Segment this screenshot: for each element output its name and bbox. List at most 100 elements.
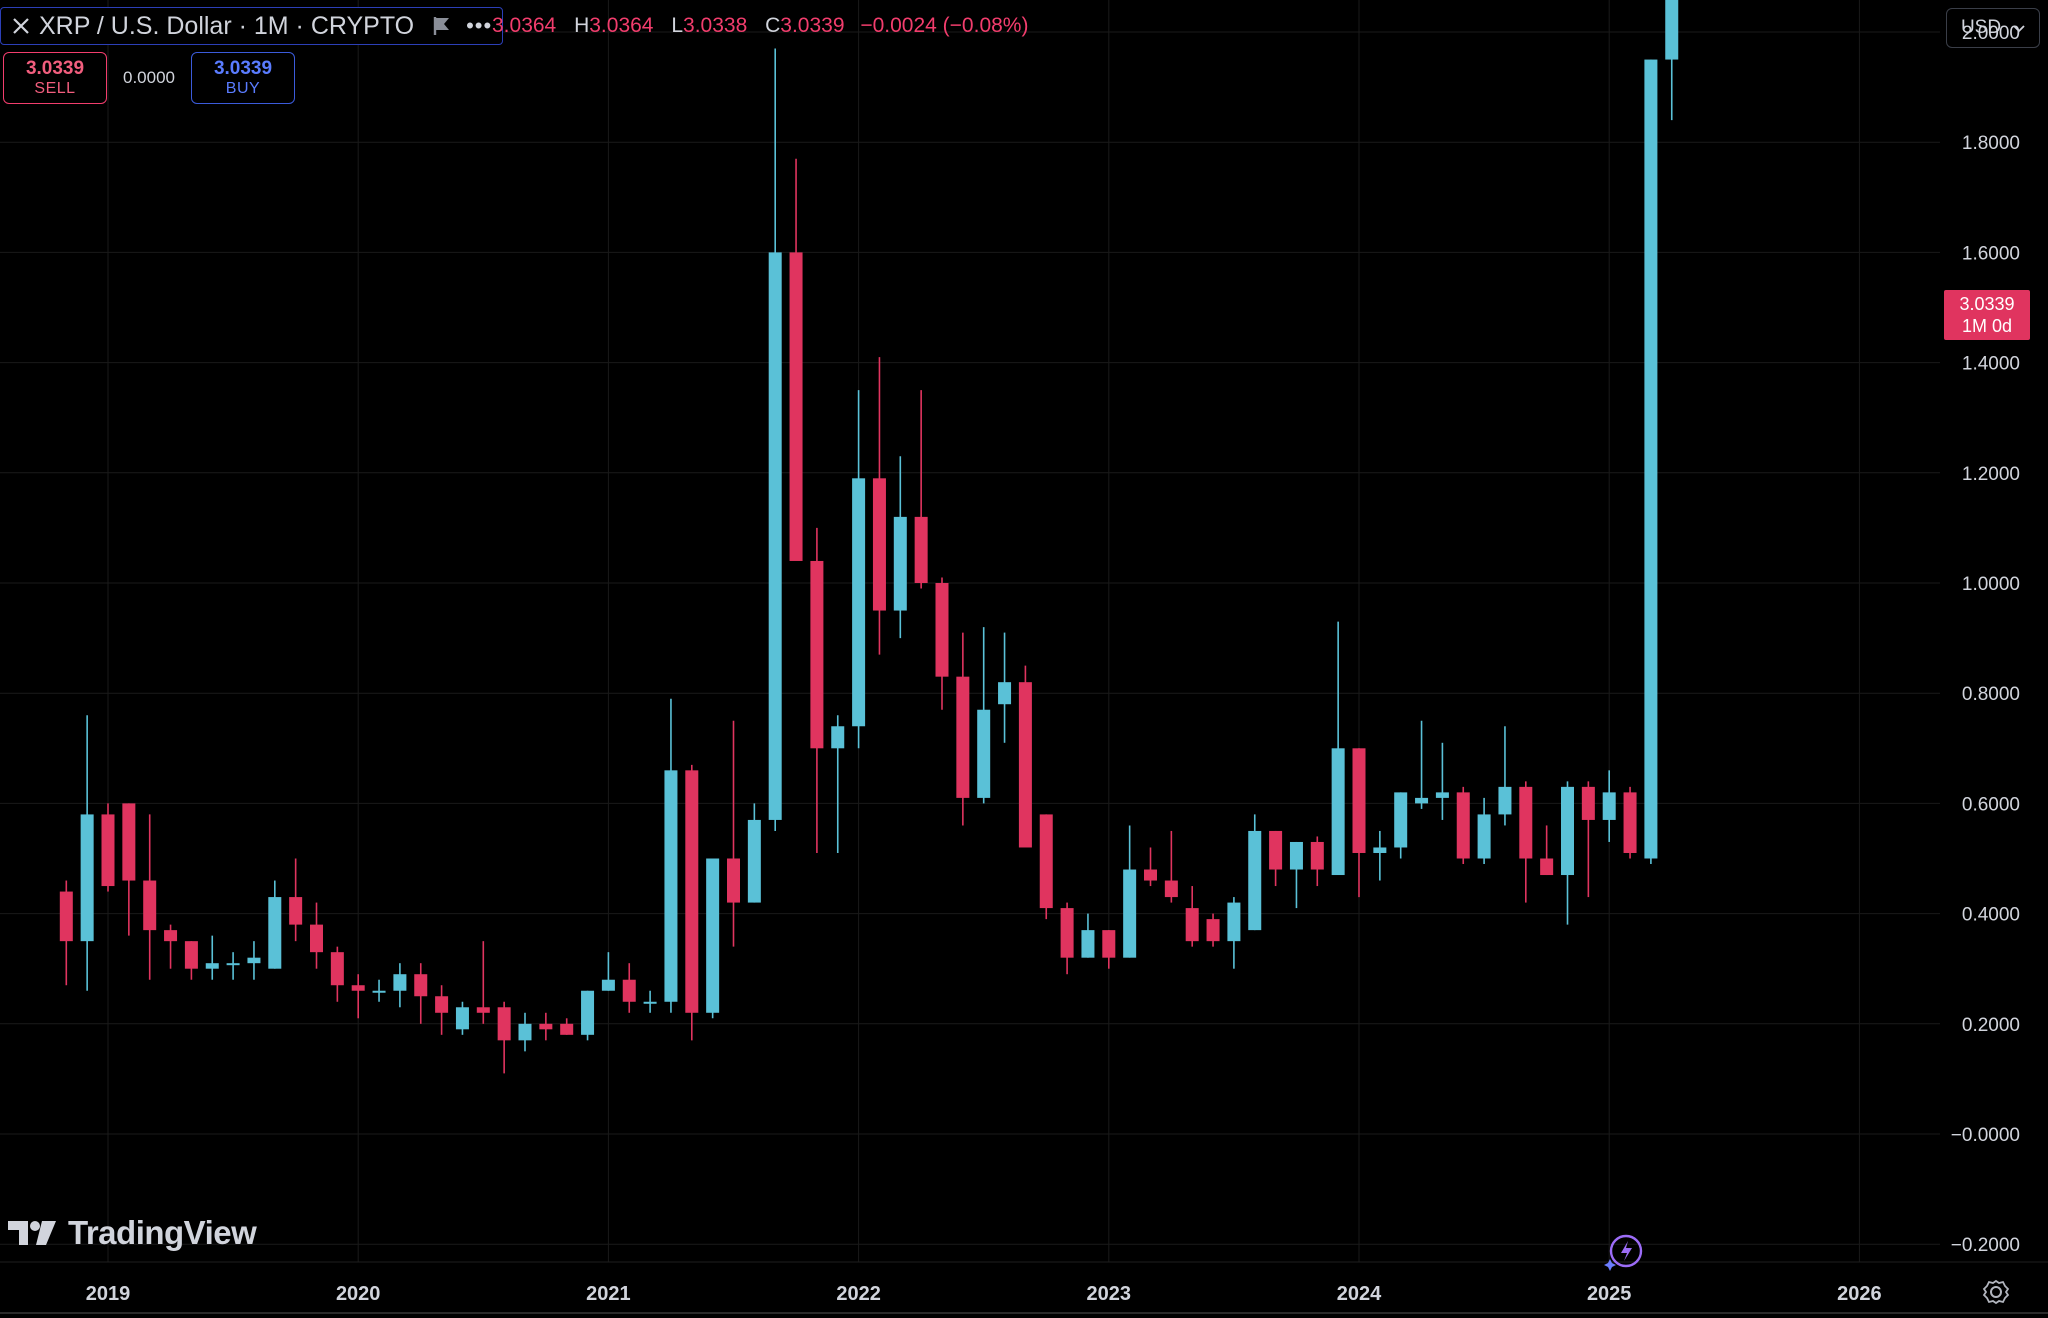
candles [59,0,1679,1074]
candle [1039,814,1053,920]
price-tick-label: 2.0000 [1962,23,2020,44]
candle-body [122,803,136,881]
candle [977,627,991,804]
candle-body [518,1023,532,1041]
candle [205,935,219,980]
price-tick-label: −0.0000 [1951,1125,2020,1146]
candle [1456,786,1470,865]
candle [893,456,907,639]
candle-body [872,478,886,611]
candle-body [1477,814,1491,859]
candle [1248,814,1262,931]
candle-body [1227,902,1241,942]
sell-price: 3.0339 [25,58,85,79]
candle [393,963,407,1008]
candle-body [581,990,595,1035]
candle-body [747,819,761,903]
candle [476,941,490,1024]
candle-body [351,985,365,991]
bar-countdown: 1M 0d [1961,316,2013,336]
candle-body [1581,786,1595,820]
candle-body [1289,841,1303,870]
chart-legend-bar: XRP / U.S. Dollar · 1M · CRYPTO ••• [0,6,504,46]
candle [727,720,740,947]
candle [1227,897,1241,969]
candle [351,974,365,1019]
candle [455,1001,469,1035]
currency-selector[interactable]: USD [1946,8,2040,48]
candle [1352,748,1366,898]
time-tick-label: 2024 [1337,1283,1382,1305]
tradingview-logo-icon [8,1221,56,1245]
candle-body [414,974,428,997]
candle-body [956,676,970,798]
candle-body [893,516,907,611]
candle [1394,792,1408,859]
candle-body [1602,792,1616,820]
candle-body [101,814,115,887]
candle [789,158,803,561]
candle [831,715,845,853]
candle-body [268,897,282,969]
spread-value: 0.0000 [123,68,175,87]
more-options-icon[interactable]: ••• [466,13,493,38]
time-tick-label: 2025 [1587,1283,1632,1305]
symbol-title-box[interactable]: XRP / U.S. Dollar · 1M · CRYPTO ••• [0,7,504,45]
candle [1185,886,1199,947]
candle [1331,621,1345,876]
candle [1498,726,1512,826]
candle-body [1373,847,1387,853]
candle-body [1310,841,1324,870]
candle [1435,742,1449,820]
time-axis[interactable]: 2019 2020 2021 2022 2023 2024 2025 2026 [0,1261,2048,1314]
chevron-down-icon [2013,17,2025,39]
buy-button[interactable]: 3.0339 BUY [191,52,295,104]
candle-body [330,952,344,986]
candle-body [560,1023,574,1035]
time-tick-label: 2023 [1087,1283,1132,1305]
candle [164,924,178,969]
candle [435,985,449,1035]
flag-icon[interactable] [432,14,456,38]
price-axis[interactable]: 3.80003.60003.40003.20003.00002.80002.60… [1951,0,2020,1318]
candle-body [1540,858,1554,876]
close-icon[interactable] [7,12,35,40]
candle-body [914,516,928,583]
sell-button[interactable]: 3.0339 SELL [3,52,107,104]
currency-label: USD [1960,17,2002,38]
candle [1561,781,1574,925]
candle-body [539,1023,553,1030]
price-tick-label: 1.0000 [1962,574,2020,595]
candle-body [601,979,615,991]
candle-body [810,560,824,749]
candle-body [1498,786,1512,815]
candle [143,814,157,980]
candle-body [226,963,240,966]
tradingview-logo[interactable]: TradingView [8,1214,257,1252]
candle-body [1331,748,1345,876]
candle-body [768,252,782,820]
candle [581,990,595,1041]
candle-body [1060,908,1074,958]
candle-body [184,941,198,969]
symbol-title[interactable]: XRP / U.S. Dollar · 1M · CRYPTO [39,11,415,40]
candle-body [1394,792,1408,848]
candle-body [1185,908,1199,942]
candle [497,1001,511,1074]
candle-body [1102,930,1116,958]
candle [518,1012,532,1052]
candle [1623,786,1637,859]
candle [935,577,949,710]
candle [664,698,678,1013]
candle [1540,825,1554,876]
candle [330,946,344,1002]
candle-body [852,478,866,727]
candle [872,357,886,655]
settings-icon[interactable] [1982,1278,2010,1306]
lightning-icon[interactable] [1604,1230,1646,1272]
candle [852,390,866,749]
candle-body [1561,786,1574,876]
candle [1164,830,1178,903]
candle [1644,59,1658,865]
